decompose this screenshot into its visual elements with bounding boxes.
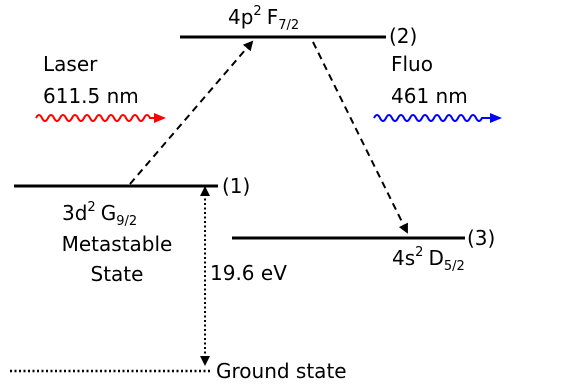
laser-wave-icon [35, 113, 166, 123]
level-2-label: 4p2 F7/2 [228, 4, 299, 33]
fluo-wave-icon [373, 113, 502, 123]
laser-label: Laser [43, 52, 98, 76]
level-3-label: 4s2 D5/2 [392, 245, 465, 274]
laser-wavelength: 611.5 nm [43, 84, 139, 108]
level-1-label: 3d2 G9/2 [62, 200, 137, 229]
ground-state-label: Ground state [216, 359, 347, 383]
level-1-index: (1) [222, 174, 250, 198]
level-1-state-word: State [91, 262, 144, 286]
energy-gap-value: 19.6 eV [210, 261, 287, 285]
fluo-wavelength: 461 nm [391, 84, 468, 108]
fluo-label: Fluo [391, 52, 433, 76]
level-3-index: (3) [467, 226, 495, 250]
excitation-arrow [129, 40, 254, 185]
level-1-description: Metastable [62, 232, 173, 256]
level-2-index: (2) [389, 24, 417, 48]
